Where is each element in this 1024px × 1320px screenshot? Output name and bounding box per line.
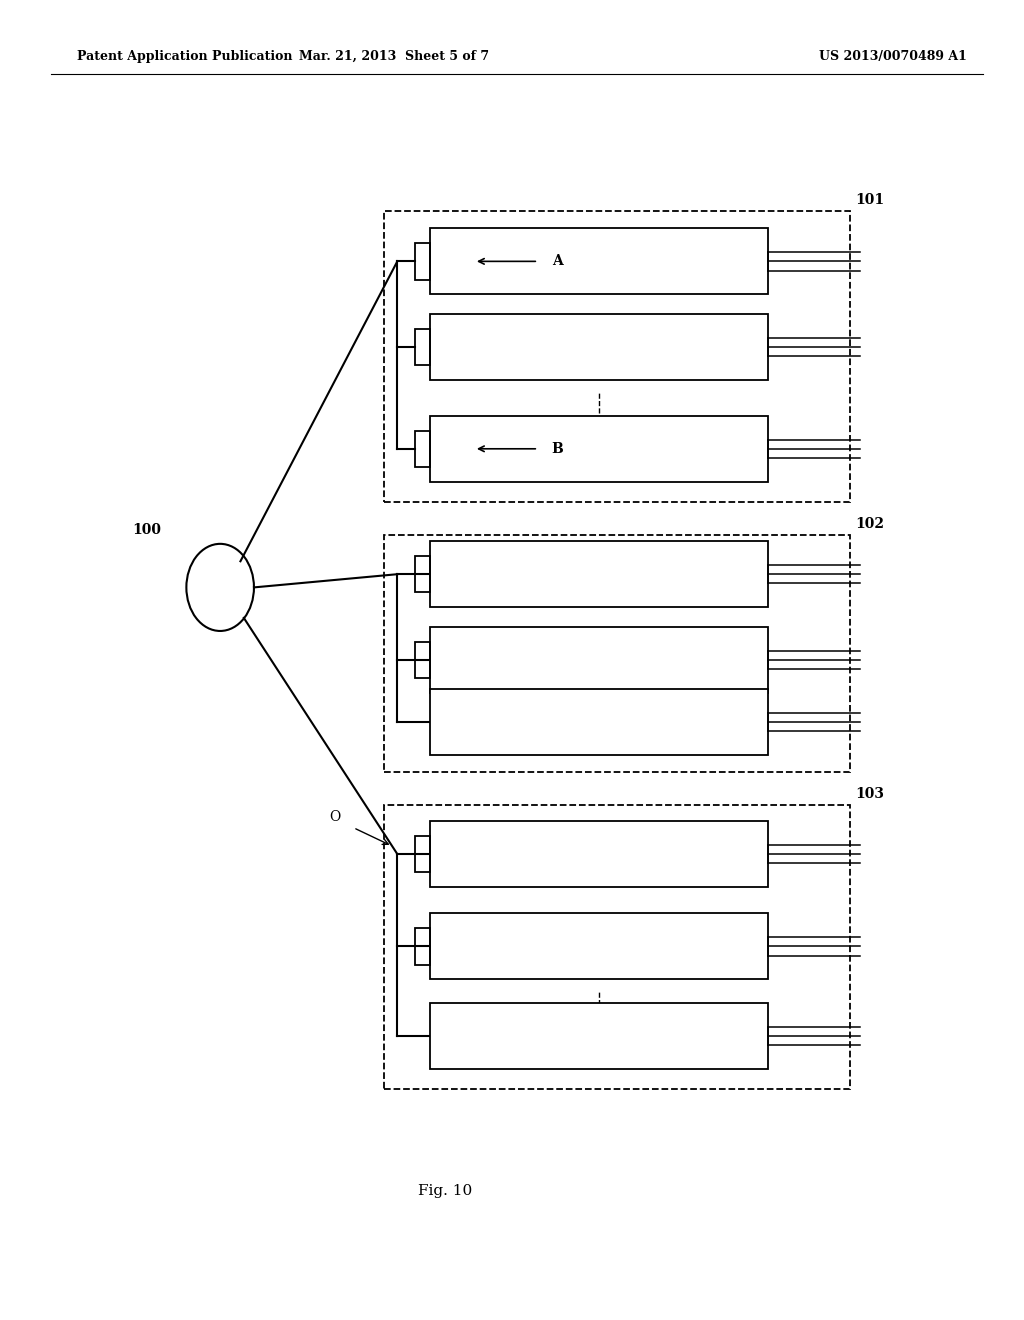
Bar (430, 541, 768, 607)
Text: 102: 102 (855, 516, 884, 531)
Text: 103: 103 (855, 787, 884, 801)
Bar (384, 211, 850, 502)
Bar (430, 913, 768, 979)
Bar (415, 556, 430, 593)
Bar (384, 535, 850, 772)
Bar (415, 928, 430, 965)
Text: US 2013/0070489 A1: US 2013/0070489 A1 (819, 50, 967, 63)
Bar (430, 416, 768, 482)
Text: Patent Application Publication: Patent Application Publication (77, 50, 292, 63)
Text: Mar. 21, 2013  Sheet 5 of 7: Mar. 21, 2013 Sheet 5 of 7 (299, 50, 489, 63)
Text: B: B (552, 442, 563, 455)
Text: Fig. 10: Fig. 10 (419, 1184, 472, 1197)
Text: 101: 101 (855, 193, 884, 207)
Bar (430, 228, 768, 294)
Bar (415, 430, 430, 467)
Bar (415, 243, 430, 280)
Bar (415, 642, 430, 678)
Bar (415, 836, 430, 873)
Text: 100: 100 (132, 523, 161, 537)
Bar (430, 314, 768, 380)
Bar (430, 689, 768, 755)
Bar (415, 329, 430, 366)
Bar (430, 821, 768, 887)
Bar (430, 1003, 768, 1069)
Bar (430, 627, 768, 693)
Bar (384, 805, 850, 1089)
Text: O: O (330, 810, 341, 824)
Text: A: A (552, 255, 562, 268)
